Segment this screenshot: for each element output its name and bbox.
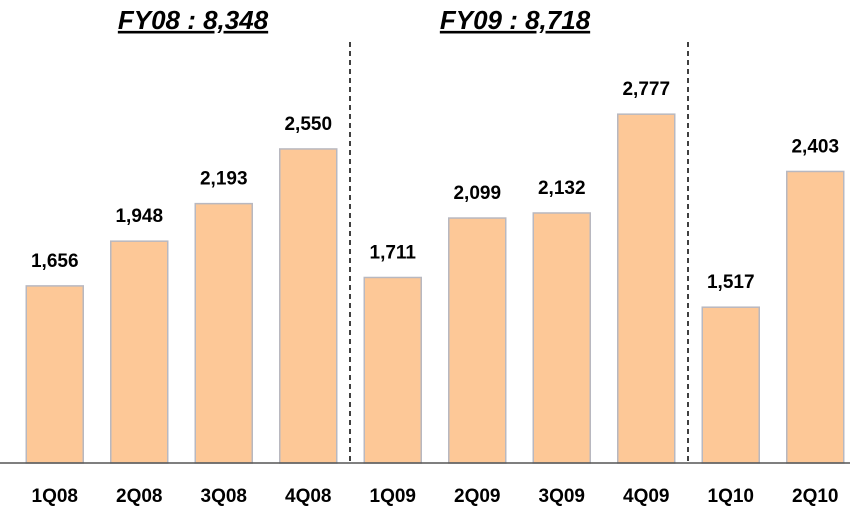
x-tick-label: 2Q09 — [454, 486, 500, 507]
value-label: 2,777 — [622, 79, 670, 100]
value-label: 2,403 — [791, 136, 839, 157]
x-tick-label: 3Q08 — [201, 486, 247, 507]
x-tick-label: 1Q09 — [370, 486, 416, 507]
bar — [25, 285, 84, 464]
bar — [448, 217, 507, 464]
x-tick-label: 3Q09 — [539, 486, 585, 507]
bar — [532, 212, 591, 464]
value-label: 2,099 — [453, 183, 501, 204]
x-tick-label: 1Q10 — [708, 486, 754, 507]
value-label: 1,948 — [115, 206, 163, 227]
value-label: 2,132 — [538, 178, 586, 199]
fy-annotation: FY09 : 8,718 — [440, 5, 591, 35]
value-label: 1,711 — [370, 242, 417, 263]
bar — [110, 240, 169, 464]
bar — [786, 170, 845, 464]
x-tick-label: 2Q10 — [792, 486, 838, 507]
bar — [363, 276, 422, 464]
bar — [617, 113, 676, 464]
bar — [701, 306, 760, 464]
bar — [279, 148, 338, 464]
value-label: 1,517 — [707, 272, 755, 293]
value-label: 2,550 — [284, 114, 332, 135]
value-label: 1,656 — [31, 251, 79, 272]
bar — [194, 202, 253, 464]
fy-annotation: FY08 : 8,348 — [118, 5, 269, 35]
x-tick-label: 2Q08 — [116, 486, 162, 507]
x-tick-label: 4Q09 — [623, 486, 669, 507]
value-label: 2,193 — [200, 169, 248, 190]
x-tick-label: 4Q08 — [285, 486, 331, 507]
x-tick-label: 1Q08 — [32, 486, 78, 507]
